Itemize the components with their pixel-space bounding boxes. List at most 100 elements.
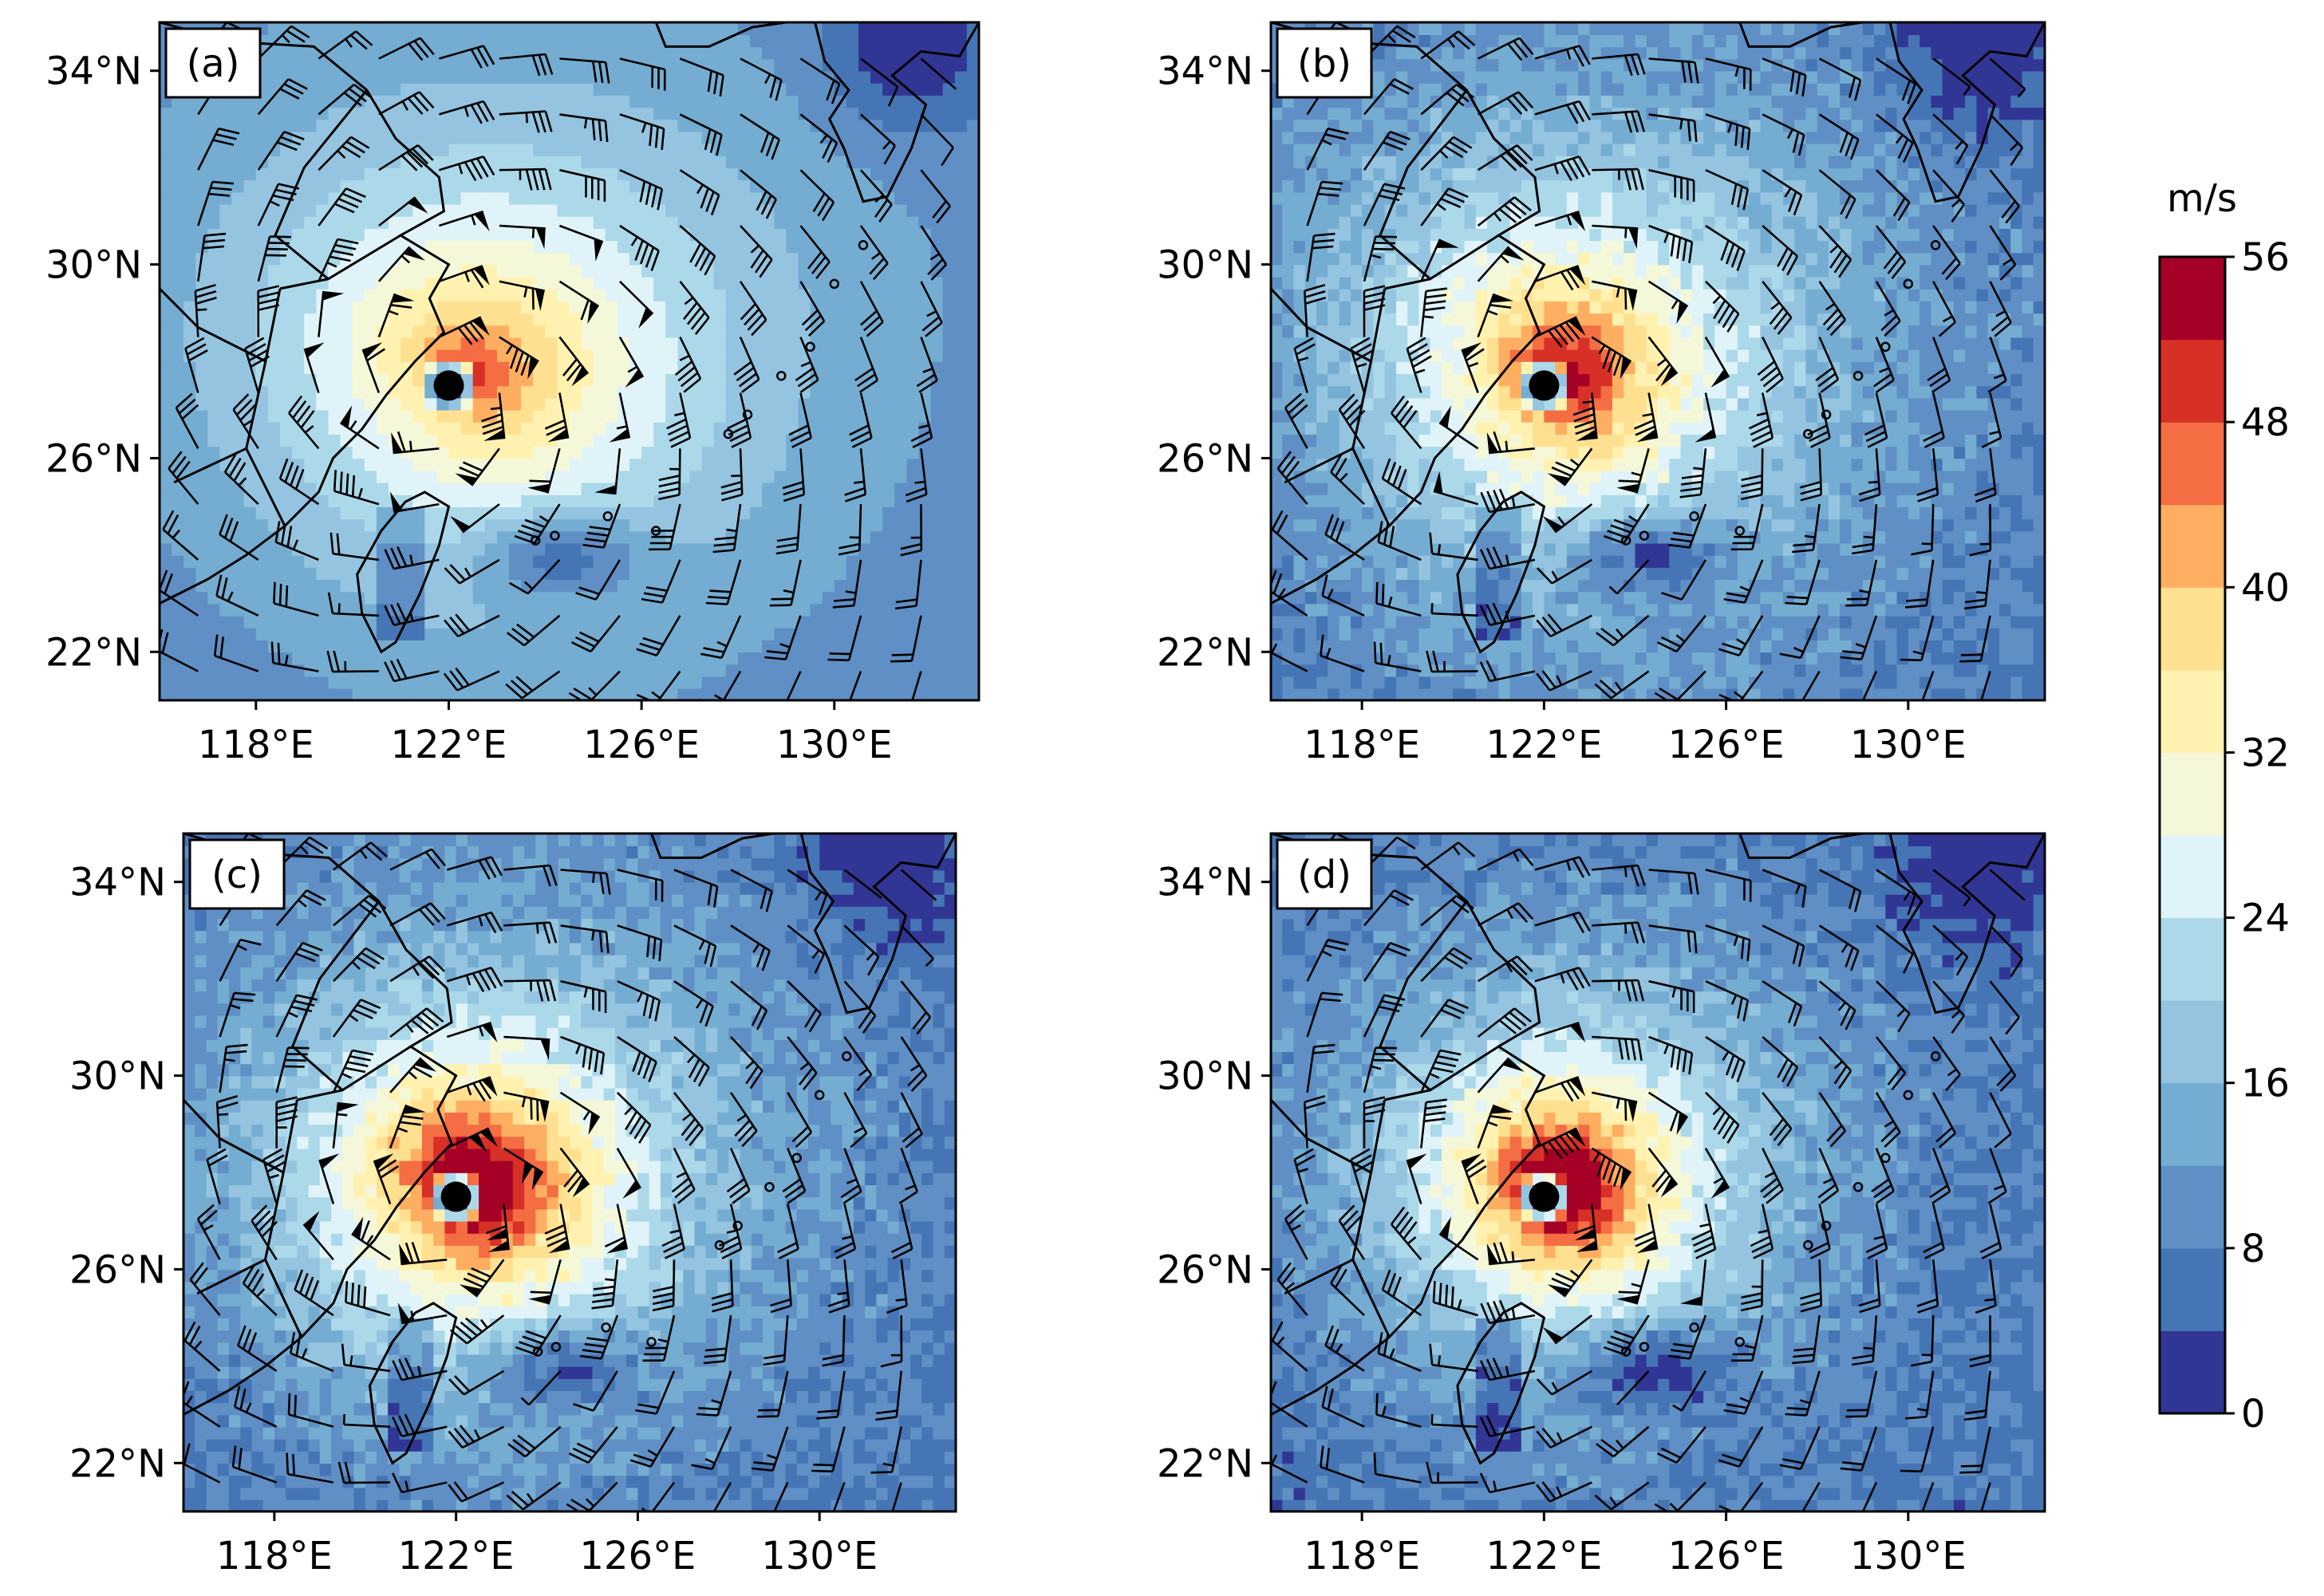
lat-tick-label: 22°N bbox=[1157, 1441, 1253, 1486]
wind-barb bbox=[900, 504, 923, 557]
wind-barb bbox=[617, 980, 661, 1022]
wind-barb bbox=[1785, 1370, 1821, 1417]
wind-barb bbox=[391, 431, 440, 455]
wind-barb bbox=[1373, 1452, 1422, 1484]
wind-barb bbox=[860, 169, 893, 223]
wind-barb bbox=[859, 281, 884, 337]
wind-barb bbox=[1818, 924, 1860, 971]
wind-barb bbox=[1594, 670, 1650, 699]
lat-tick-label: 30°N bbox=[1157, 1054, 1253, 1099]
wind-barb bbox=[890, 615, 922, 663]
wind-barb bbox=[832, 1482, 846, 1511]
wind-barb bbox=[1840, 1426, 1878, 1472]
colorbar-segment bbox=[2160, 1330, 2225, 1414]
wind-barb bbox=[1271, 1381, 1308, 1428]
wind-barb bbox=[891, 1482, 902, 1511]
wind-barb bbox=[1363, 941, 1411, 982]
wind-barb bbox=[616, 1147, 641, 1199]
wind-barb bbox=[499, 336, 539, 380]
wind-barb bbox=[1989, 281, 2012, 337]
wind-barb bbox=[1426, 650, 1478, 673]
wind-barb bbox=[290, 1332, 334, 1373]
wind-barb bbox=[197, 127, 240, 171]
wind-barb bbox=[570, 614, 621, 653]
wind-barb bbox=[773, 1482, 789, 1511]
wind-barb bbox=[679, 113, 723, 156]
wind-barb bbox=[1477, 902, 1534, 927]
wind-barb bbox=[730, 924, 771, 971]
wind-barb bbox=[1534, 856, 1591, 878]
wind-barb bbox=[389, 1057, 437, 1094]
wind-barb bbox=[215, 574, 259, 617]
wind-barb bbox=[1932, 225, 1961, 281]
wind-barb bbox=[257, 25, 310, 60]
wind-barb bbox=[1534, 1022, 1586, 1042]
wind-barb bbox=[1536, 558, 1592, 585]
wind-barb bbox=[1923, 392, 1945, 448]
wind-barb bbox=[384, 602, 440, 626]
wind-barb bbox=[1320, 1445, 1365, 1484]
wind-barb bbox=[329, 532, 380, 562]
lon-tick-label: 130°E bbox=[1850, 723, 1967, 767]
map-panel-b: 118°E 122°E 126°E 130°E 34°N 30°N 26°N 22°N (b) bbox=[1157, 21, 2046, 767]
wind-barb bbox=[1705, 57, 1752, 91]
wind-barb bbox=[183, 1321, 221, 1372]
wind-barb bbox=[1271, 629, 1308, 672]
coastlines bbox=[160, 22, 979, 654]
wind-barb bbox=[726, 1148, 751, 1204]
wind-barb bbox=[1779, 615, 1821, 660]
wind-barb bbox=[514, 503, 561, 545]
wind-barb bbox=[333, 841, 388, 871]
wind-barb bbox=[1989, 169, 2020, 224]
lon-tick-label: 118°E bbox=[1304, 1534, 1420, 1578]
wind-barb bbox=[378, 144, 434, 171]
wind-barb bbox=[1479, 546, 1536, 570]
wind-barb bbox=[1762, 980, 1803, 1027]
wind-barb bbox=[1705, 169, 1750, 211]
wind-barb bbox=[1929, 1148, 1951, 1204]
wind-barb bbox=[1547, 447, 1593, 487]
wind-barb bbox=[1845, 1370, 1878, 1418]
wind-speed-field bbox=[183, 833, 956, 1511]
wind-barb bbox=[1330, 1264, 1365, 1317]
wind-barb bbox=[559, 1147, 590, 1198]
wind-barb bbox=[1648, 869, 1699, 895]
wind-barb bbox=[332, 999, 381, 1038]
wind-barb bbox=[1932, 924, 1969, 976]
wind-barb bbox=[1647, 336, 1679, 387]
wind-barb bbox=[302, 1211, 334, 1261]
wind-barb bbox=[1818, 169, 1856, 219]
wind-barb bbox=[373, 1153, 400, 1204]
wind-barb bbox=[448, 1425, 504, 1449]
wind-barb bbox=[1306, 232, 1336, 282]
wind-barb bbox=[648, 503, 681, 551]
wind-barb bbox=[560, 979, 607, 1013]
wind-barb bbox=[446, 1022, 498, 1042]
wind-barb bbox=[446, 1076, 498, 1102]
wind-barb bbox=[439, 211, 490, 231]
wind-barb bbox=[661, 1204, 685, 1259]
wind-barb bbox=[257, 183, 300, 227]
wind-barb bbox=[1654, 670, 1707, 700]
wind-barb bbox=[788, 392, 812, 448]
wind-barb bbox=[1858, 448, 1881, 502]
panel-label: (d) bbox=[1276, 838, 1373, 910]
wind-barb bbox=[1592, 53, 1646, 77]
wind-barb bbox=[1306, 1043, 1336, 1093]
wind-barb bbox=[594, 448, 621, 495]
wind-barb bbox=[799, 169, 835, 222]
wind-barb bbox=[1672, 1370, 1707, 1412]
wind-barbs bbox=[160, 22, 957, 700]
wind-barb bbox=[1718, 1426, 1764, 1468]
wind-barb bbox=[219, 938, 262, 982]
wind-barb bbox=[351, 1216, 391, 1261]
wind-barb bbox=[1547, 1259, 1593, 1298]
wind-barb bbox=[1534, 1076, 1586, 1102]
wind-barb bbox=[206, 1148, 228, 1204]
wind-barb bbox=[1363, 889, 1414, 927]
wind-barb bbox=[1815, 337, 1840, 393]
wind-barb bbox=[1757, 337, 1784, 393]
wind-barb bbox=[618, 336, 645, 388]
wind-barb bbox=[1974, 448, 1997, 503]
wind-barb bbox=[377, 293, 415, 338]
